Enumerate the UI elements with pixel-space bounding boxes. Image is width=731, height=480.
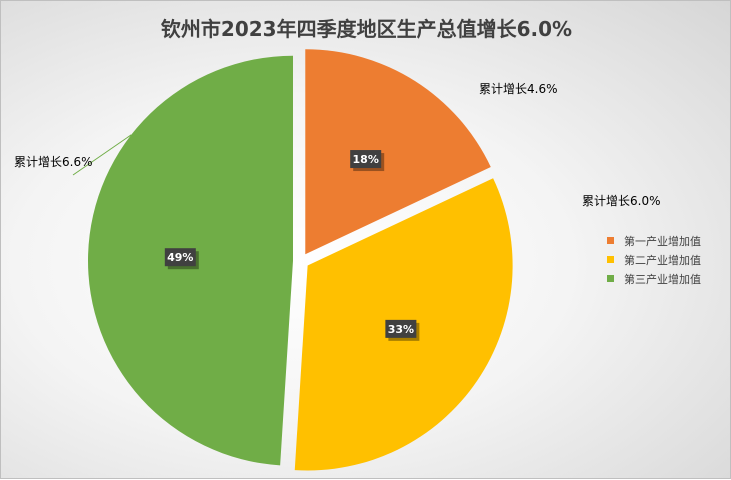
callout-leader-line (72, 134, 132, 176)
svg-text:49%: 49% (167, 251, 193, 264)
data-label-tertiary: 49% (164, 248, 199, 270)
legend-item-secondary: 第二产业增加值 (607, 250, 701, 269)
data-label-primary: 18% (350, 150, 385, 172)
legend-item-tertiary: 第三产业增加值 (607, 269, 701, 288)
legend-label: 第一产业增加值 (624, 234, 701, 248)
callout-label-tertiary: 累计增长6.6% (14, 155, 93, 169)
svg-text:33%: 33% (388, 323, 414, 336)
data-label-secondary: 33% (385, 319, 420, 341)
legend-label: 第二产业增加值 (624, 253, 701, 267)
legend-swatch (607, 256, 614, 263)
legend-swatch (607, 275, 614, 282)
svg-text:18%: 18% (353, 153, 379, 166)
legend-swatch (607, 237, 614, 244)
chart-title: 钦州市2023年四季度地区生产总值增长6.0% (160, 17, 573, 41)
pie-slice-primary (305, 49, 491, 255)
callout-label-secondary: 累计增长6.0% (582, 194, 661, 208)
legend-label: 第三产业增加值 (624, 272, 701, 286)
callout-label-primary: 累计增长4.6% (479, 82, 558, 96)
legend-item-primary: 第一产业增加值 (607, 231, 701, 250)
legend: 第一产业增加值 第二产业增加值 第三产业增加值 (607, 231, 701, 288)
